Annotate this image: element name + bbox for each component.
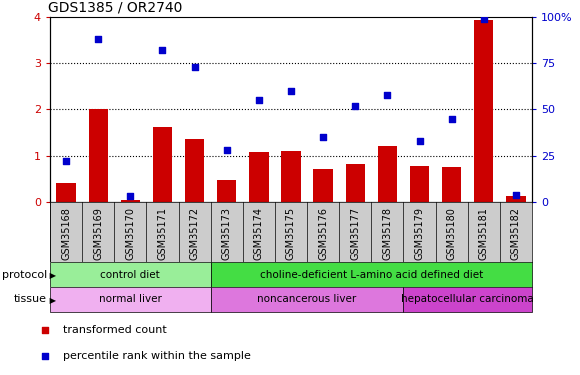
- Bar: [89, 109, 108, 202]
- Text: GSM35172: GSM35172: [190, 207, 200, 260]
- Text: GSM35170: GSM35170: [125, 207, 135, 260]
- Bar: [442, 167, 461, 202]
- Point: [415, 138, 424, 144]
- Point: [447, 116, 456, 122]
- Text: GSM35173: GSM35173: [222, 207, 232, 260]
- Text: GSM35177: GSM35177: [350, 207, 360, 260]
- Text: GSM35171: GSM35171: [157, 207, 168, 260]
- Point: [41, 353, 50, 359]
- Point: [351, 103, 360, 109]
- Bar: [281, 151, 300, 202]
- Bar: [50, 287, 211, 312]
- Point: [126, 194, 135, 200]
- Bar: [314, 169, 333, 202]
- Text: normal liver: normal liver: [99, 294, 162, 304]
- Bar: [211, 287, 404, 312]
- Point: [61, 158, 71, 164]
- Text: ▶: ▶: [47, 296, 56, 305]
- Bar: [410, 166, 429, 202]
- Point: [287, 88, 296, 94]
- Bar: [378, 146, 397, 202]
- Point: [41, 327, 50, 333]
- Bar: [346, 164, 365, 202]
- Bar: [249, 152, 269, 202]
- Point: [158, 47, 167, 53]
- Text: GSM35178: GSM35178: [382, 207, 393, 260]
- Text: GDS1385 / OR2740: GDS1385 / OR2740: [48, 0, 182, 15]
- Bar: [121, 200, 140, 202]
- Bar: [211, 262, 532, 287]
- Text: percentile rank within the sample: percentile rank within the sample: [63, 351, 251, 361]
- Point: [222, 147, 231, 153]
- Bar: [404, 287, 532, 312]
- Text: ▶: ▶: [47, 271, 56, 280]
- Text: GSM35182: GSM35182: [511, 207, 521, 260]
- Text: GSM35180: GSM35180: [447, 207, 456, 260]
- Point: [512, 192, 521, 198]
- Point: [93, 36, 103, 42]
- Text: tissue: tissue: [14, 294, 47, 304]
- Text: GSM35175: GSM35175: [286, 207, 296, 260]
- Text: GSM35176: GSM35176: [318, 207, 328, 260]
- Text: GSM35174: GSM35174: [254, 207, 264, 260]
- Text: choline-deficient L-amino acid defined diet: choline-deficient L-amino acid defined d…: [260, 270, 483, 279]
- Bar: [506, 196, 525, 202]
- Text: noncancerous liver: noncancerous liver: [258, 294, 357, 304]
- Point: [318, 134, 328, 140]
- Text: GSM35168: GSM35168: [61, 207, 71, 260]
- Text: control diet: control diet: [100, 270, 160, 279]
- Text: transformed count: transformed count: [63, 325, 166, 335]
- Text: GSM35179: GSM35179: [415, 207, 425, 260]
- Bar: [185, 139, 204, 202]
- Bar: [217, 180, 237, 202]
- Bar: [50, 262, 211, 287]
- Bar: [56, 183, 76, 202]
- Point: [254, 97, 263, 103]
- Point: [190, 64, 200, 70]
- Point: [479, 16, 488, 22]
- Text: GSM35181: GSM35181: [479, 207, 489, 260]
- Bar: [153, 127, 172, 202]
- Text: hepatocellular carcinoma: hepatocellular carcinoma: [401, 294, 534, 304]
- Point: [383, 92, 392, 98]
- Text: GSM35169: GSM35169: [93, 207, 103, 260]
- Bar: [474, 20, 494, 202]
- Text: protocol: protocol: [2, 270, 47, 279]
